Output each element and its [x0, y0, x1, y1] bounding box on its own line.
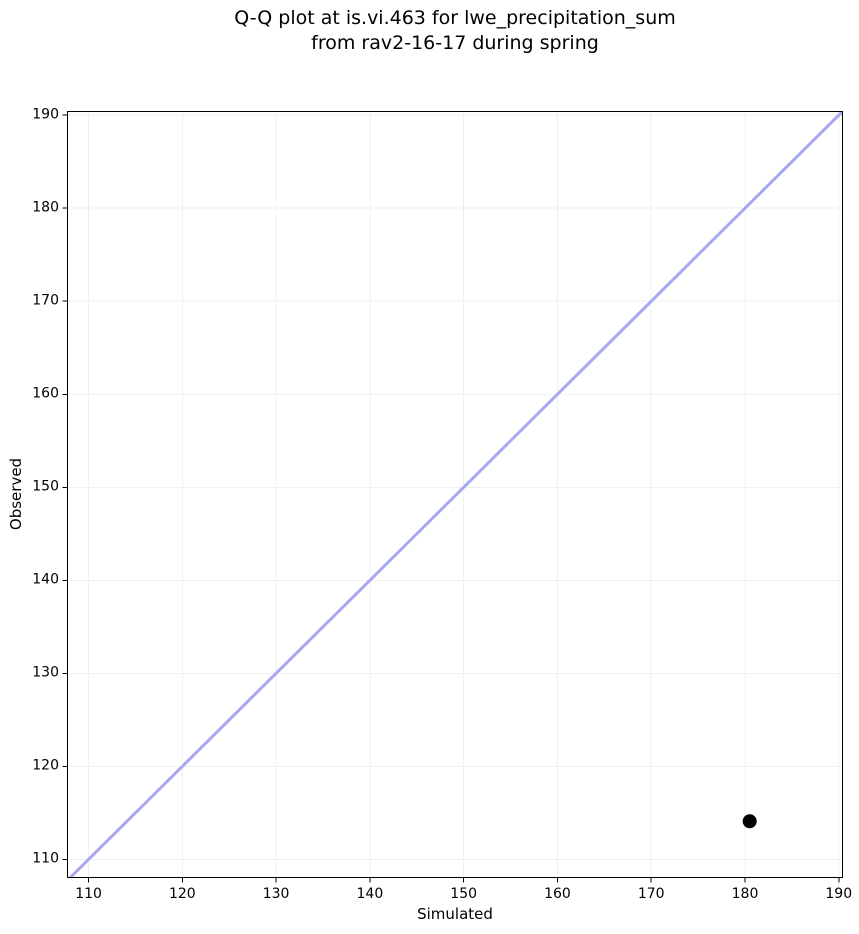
y-tick-label: 110	[32, 850, 59, 867]
chart-title-line2: from rav2-16-17 during spring	[311, 32, 599, 54]
y-tick-label: 180	[32, 199, 59, 216]
y-tick-label: 130	[32, 664, 59, 681]
x-tick-label: 140	[356, 886, 384, 902]
y-tick-label: 170	[32, 292, 59, 309]
x-tick-label: 180	[731, 886, 759, 902]
x-tick-label: 130	[262, 886, 290, 902]
x-tick-label: 190	[825, 886, 853, 902]
x-tick-label: 160	[544, 886, 571, 902]
y-tick-label: 140	[32, 571, 59, 588]
x-tick-label: 110	[75, 886, 102, 902]
y-tick-label: 160	[32, 385, 59, 402]
y-tick-label: 150	[32, 478, 59, 495]
x-tick-label: 170	[637, 886, 665, 902]
chart-title-line1: Q-Q plot at is.vi.463 for lwe_precipitat…	[234, 7, 676, 29]
plot-spines	[67, 111, 843, 878]
plot-area	[62, 111, 843, 883]
x-tick-label: 120	[168, 886, 196, 902]
y-axis-label: Observed	[7, 457, 25, 531]
data-point	[742, 814, 757, 829]
y-tick-label: 120	[32, 757, 59, 774]
identity-line	[67, 111, 843, 878]
x-tick-label: 150	[450, 886, 478, 902]
chart-title: Q-Q plot at is.vi.463 for lwe_precipitat…	[67, 6, 843, 56]
x-axis-label: Simulated	[417, 905, 493, 923]
y-tick-label: 190	[32, 106, 59, 123]
